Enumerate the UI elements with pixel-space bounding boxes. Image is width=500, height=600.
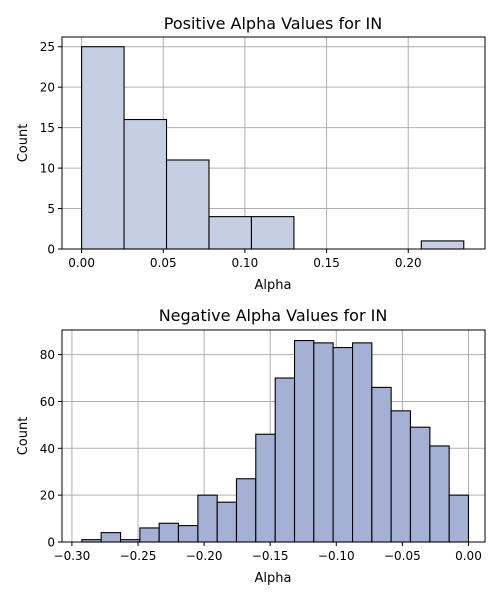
x-tick-label: 0.00 [455, 549, 482, 563]
x-tick-label: −0.15 [252, 549, 289, 563]
histogram-bar [100, 532, 122, 543]
histogram-bar [255, 433, 276, 543]
histogram-bar [177, 525, 199, 543]
histogram-bar [313, 342, 334, 543]
x-tick-label: 0.05 [150, 256, 177, 270]
x-tick-label: 0.10 [232, 256, 259, 270]
histogram-bar [332, 347, 354, 543]
histogram-bar [158, 522, 180, 543]
negative-alpha-histogram: Negative Alpha Values for IN −0.30 −0.25−… [16, 306, 486, 586]
histogram-bar [250, 216, 295, 250]
chart-title: Negative Alpha Values for IN [159, 306, 388, 325]
y-tick-label: 40 [40, 442, 55, 456]
x-axis-label: Alpha [255, 278, 292, 293]
histogram-bar [371, 386, 392, 543]
x-tick-label: −0.25 [120, 549, 157, 563]
histogram-bar [409, 426, 431, 543]
chart-title: Positive Alpha Values for IN [164, 14, 382, 33]
x-tick-label: −0.20 [186, 549, 223, 563]
ticks: −0.30 −0.25 −0.20 −0.15 −0.10 −0.05 0.00 0 20 40 6… [40, 348, 482, 563]
histogram-bar [293, 339, 315, 543]
bars [81, 339, 470, 543]
histogram-bar [420, 240, 465, 250]
histogram-bar [208, 216, 253, 250]
y-tick-label: 80 [40, 348, 55, 362]
x-tick-label: 0.00 [68, 256, 95, 270]
plot-frame [61, 36, 486, 250]
y-tick-label: 5 [47, 202, 55, 216]
y-tick-label: 20 [40, 489, 55, 503]
bars [81, 46, 465, 250]
histogram-bar [274, 377, 296, 543]
histogram-bar [81, 46, 125, 250]
x-tick-label: 0.15 [313, 256, 340, 270]
histogram-bar [139, 527, 160, 543]
x-tick-label: 0.20 [395, 256, 422, 270]
y-axis-label: Count [16, 417, 31, 456]
ticks: 0.00 0.05 0.10 0.15 0.20 0 5 10 15 20 25 [40, 40, 422, 270]
y-tick-label: 20 [40, 81, 55, 95]
histogram-bar [216, 501, 238, 543]
y-tick-label: 60 [40, 395, 55, 409]
histogram-bar [429, 445, 450, 543]
histogram-bar [197, 494, 218, 543]
x-tick-label: −0.30 [54, 549, 91, 563]
y-tick-label: 0 [47, 243, 55, 257]
x-tick-label: −0.05 [384, 549, 421, 563]
histogram-bar [448, 494, 470, 543]
y-tick-label: 10 [40, 162, 55, 176]
histogram-bar [351, 342, 373, 543]
histogram-bar [123, 118, 168, 250]
y-tick-label: 15 [40, 121, 55, 135]
histogram-bar [165, 159, 210, 250]
x-tick-label: −0.10 [318, 549, 355, 563]
y-tick-label: 25 [40, 40, 55, 54]
plot-frame [61, 329, 486, 543]
positive-alpha-histogram: Positive Alpha Values for IN 0.00 0.05 0.1… [16, 14, 486, 293]
histogram-bar [390, 410, 411, 543]
y-axis-label: Count [16, 124, 31, 163]
y-tick-label: 0 [47, 536, 55, 550]
x-axis-label: Alpha [255, 571, 292, 586]
histogram-bar [235, 478, 257, 543]
